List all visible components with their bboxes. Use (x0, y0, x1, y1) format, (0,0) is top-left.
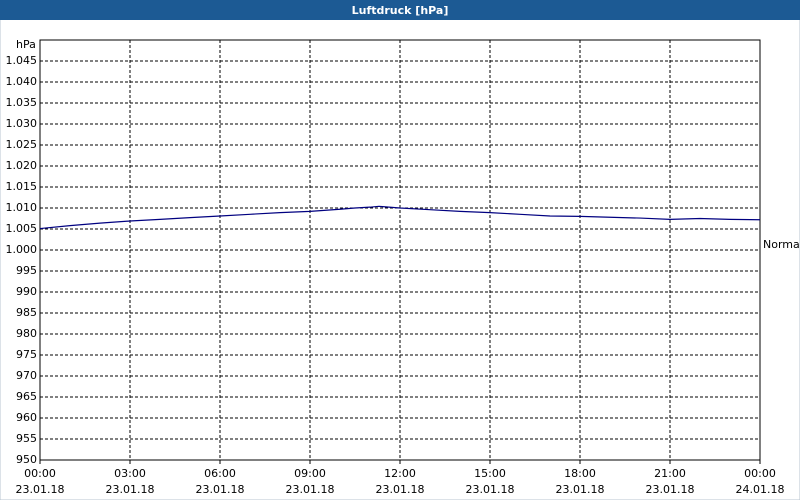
y-tick-label: 1.045 (6, 54, 38, 67)
y-tick-label: 1.040 (6, 75, 38, 88)
x-tick-label: 21:00 (654, 467, 686, 480)
y-axis-label: hPa (16, 38, 36, 51)
x-tick-date: 23.01.18 (106, 483, 155, 496)
x-tick-date: 23.01.18 (556, 483, 605, 496)
y-tick-label: 1.000 (6, 243, 38, 256)
y-tick-label: 980 (16, 327, 37, 340)
y-tick-label: 970 (16, 369, 37, 382)
x-tick-label: 09:00 (294, 467, 326, 480)
y-tick-label: 990 (16, 285, 37, 298)
x-tick-label: 00:00 (744, 467, 776, 480)
chart-title: Luftdruck [hPa] (352, 4, 449, 17)
x-tick-label: 00:00 (24, 467, 56, 480)
y-tick-label: 995 (16, 264, 37, 277)
series-label: Normal (763, 238, 800, 251)
series-line (39, 205, 761, 230)
y-tick-label: 1.035 (6, 96, 38, 109)
x-tick-date: 24.01.18 (736, 483, 785, 496)
x-tick-label: 18:00 (564, 467, 596, 480)
y-tick-label: 1.010 (6, 201, 38, 214)
y-tick-label: 965 (16, 390, 37, 403)
y-tick-label: 1.020 (6, 159, 38, 172)
y-tick-label: 985 (16, 306, 37, 319)
x-tick-date: 23.01.18 (16, 483, 65, 496)
x-tick-label: 06:00 (204, 467, 236, 480)
y-tick-label: 1.015 (6, 180, 38, 193)
x-tick-label: 15:00 (474, 467, 506, 480)
y-tick-label: 960 (16, 411, 37, 424)
x-tick-date: 23.01.18 (196, 483, 245, 496)
y-tick-label: 975 (16, 348, 37, 361)
x-tick-date: 23.01.18 (376, 483, 425, 496)
y-tick-label: 1.030 (6, 117, 38, 130)
x-tick-date: 23.01.18 (466, 483, 515, 496)
y-tick-label: 1.005 (6, 222, 38, 235)
y-tick-label: 955 (16, 432, 37, 445)
title-bar (0, 0, 800, 20)
x-tick-date: 23.01.18 (646, 483, 695, 496)
x-tick-label: 12:00 (384, 467, 416, 480)
x-tick-label: 03:00 (114, 467, 146, 480)
y-tick-label: 950 (16, 453, 37, 466)
x-tick-date: 23.01.18 (286, 483, 335, 496)
y-tick-label: 1.025 (6, 138, 38, 151)
plot-border (39, 39, 761, 461)
